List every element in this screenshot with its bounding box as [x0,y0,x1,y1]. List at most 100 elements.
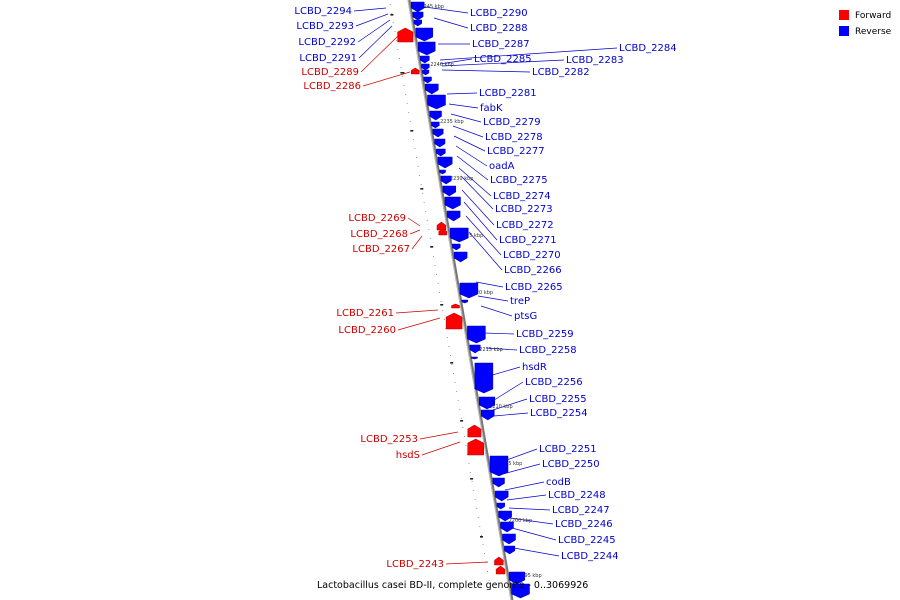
forward-gene-label[interactable]: LCBD_2243 [386,559,444,570]
reverse-gene-arrow[interactable] [427,94,446,110]
reverse-gene-arrow[interactable] [429,110,442,121]
reverse-gene-arrow[interactable] [461,299,469,304]
reverse-gene-label[interactable]: LCBD_2250 [542,459,600,470]
forward-gene-arrow[interactable] [436,221,447,231]
reverse-gene-arrow[interactable] [459,282,479,299]
reverse-gene-label[interactable]: LCBD_2277 [487,146,545,157]
reverse-gene-label[interactable]: LCBD_2255 [529,394,587,405]
reverse-gene-arrow[interactable] [494,490,509,502]
reverse-gene-arrow[interactable] [511,583,530,599]
reverse-gene-arrow[interactable] [435,148,446,157]
forward-gene-arrow[interactable] [467,438,484,456]
reverse-gene-arrow[interactable] [453,251,468,263]
reverse-gene-label[interactable]: LCBD_2246 [555,519,613,530]
reverse-gene-arrow[interactable] [418,41,436,56]
reverse-gene-arrow[interactable] [442,185,457,197]
reverse-gene-label[interactable]: LCBD_2247 [552,505,610,516]
reverse-gene-label[interactable]: treP [510,296,530,307]
reverse-gene-label[interactable]: LCBD_2245 [558,535,616,546]
forward-gene-label[interactable]: hsdS [396,450,420,461]
reverse-gene-arrow[interactable] [439,169,446,175]
reverse-gene-label[interactable]: LCBD_2251 [539,444,597,455]
reverse-gene-arrow[interactable] [415,27,434,42]
reverse-gene-label[interactable]: LCBD_2248 [548,490,606,501]
reverse-gene-label[interactable]: LCBD_2254 [530,408,588,419]
forward-gene-label[interactable]: LCBD_2286 [303,81,361,92]
reverse-gene-arrow[interactable] [489,455,509,477]
reverse-gene-arrow[interactable] [452,243,461,251]
reverse-gene-arrow[interactable] [423,76,432,84]
forward-gene-label[interactable]: LCBD_2269 [348,213,406,224]
forward-gene-arrow[interactable] [451,303,460,309]
reverse-gene-label[interactable]: LCBD_2271 [499,235,557,246]
reverse-gene-arrow[interactable] [434,138,446,148]
forward-gene-arrow[interactable] [467,424,482,438]
reverse-gene-label[interactable]: LCBD_2283 [566,55,624,66]
reverse-gene-arrow[interactable] [474,362,494,394]
reverse-gene-arrow[interactable] [478,396,496,410]
reverse-gene-arrow[interactable] [467,325,486,344]
reverse-gene-arrow[interactable] [500,521,514,533]
forward-gene-label[interactable]: LCBD_2291 [299,53,357,64]
reverse-gene-arrow[interactable] [410,1,425,13]
reverse-gene-label[interactable]: LCBD_2265 [505,282,563,293]
reverse-gene-label[interactable]: LCBD_2275 [490,175,548,186]
reverse-gene-label[interactable]: LCBD_2285 [474,54,532,65]
reverse-gene-label[interactable]: LCBD_2290 [470,8,528,19]
reverse-gene-arrow[interactable] [481,409,495,421]
reverse-gene-label[interactable]: LCBD_2281 [479,88,537,99]
reverse-gene-label[interactable]: LCBD_2273 [495,204,553,215]
reverse-gene-arrow[interactable] [432,128,444,138]
forward-gene-arrow[interactable] [445,312,463,330]
forward-gene-arrow[interactable] [410,67,420,75]
forward-gene-label[interactable]: LCBD_2261 [336,308,394,319]
reverse-gene-label[interactable]: LCBD_2266 [504,265,562,276]
reverse-gene-arrow[interactable] [469,344,481,354]
reverse-gene-arrow[interactable] [496,502,505,510]
reverse-gene-arrow[interactable] [425,83,439,95]
forward-gene-arrow[interactable] [495,565,506,575]
reverse-gene-label[interactable]: hsdR [522,362,547,373]
reverse-gene-label[interactable]: LCBD_2256 [525,377,583,388]
reverse-gene-arrow[interactable] [440,175,452,185]
reverse-gene-arrow[interactable] [508,571,526,585]
reverse-gene-arrow[interactable] [413,19,422,27]
reverse-gene-label[interactable]: LCBD_2274 [493,191,551,202]
reverse-gene-arrow[interactable] [498,510,512,522]
reverse-gene-arrow[interactable] [502,533,516,545]
reverse-gene-arrow[interactable] [437,156,453,169]
forward-gene-label[interactable]: LCBD_2292 [298,37,356,48]
forward-gene-label[interactable]: LCBD_2293 [296,21,354,32]
reverse-gene-label[interactable]: fabK [480,103,503,114]
reverse-gene-label[interactable]: LCBD_2287 [472,39,530,50]
reverse-gene-arrow[interactable] [412,11,424,21]
reverse-gene-label[interactable]: LCBD_2288 [470,23,528,34]
forward-gene-label[interactable]: LCBD_2294 [294,6,352,17]
forward-gene-label[interactable]: LCBD_2267 [352,244,410,255]
reverse-gene-label[interactable]: oadA [489,161,515,172]
reverse-gene-arrow[interactable] [492,477,505,488]
reverse-gene-arrow[interactable] [431,121,440,129]
reverse-gene-arrow[interactable] [444,196,461,210]
reverse-gene-arrow[interactable] [421,63,430,71]
reverse-gene-label[interactable]: LCBD_2270 [503,250,561,261]
reverse-gene-label[interactable]: LCBD_2258 [519,345,577,356]
reverse-gene-label[interactable]: LCBD_2284 [619,43,677,54]
forward-gene-arrow[interactable] [397,27,414,43]
reverse-gene-arrow[interactable] [419,55,430,64]
reverse-gene-label[interactable]: codB [546,477,571,488]
reverse-gene-arrow[interactable] [504,545,516,555]
reverse-gene-label[interactable]: LCBD_2244 [561,551,619,562]
reverse-gene-label[interactable]: LCBD_2282 [532,67,590,78]
forward-gene-label[interactable]: LCBD_2253 [360,434,418,445]
reverse-gene-label[interactable]: LCBD_2259 [516,329,574,340]
forward-gene-arrow[interactable] [438,228,448,236]
reverse-gene-label[interactable]: LCBD_2279 [483,117,541,128]
forward-gene-label[interactable]: LCBD_2260 [338,325,396,336]
reverse-gene-arrow[interactable] [450,227,469,243]
forward-gene-label[interactable]: LCBD_2268 [350,229,408,240]
forward-gene-label[interactable]: LCBD_2289 [301,67,359,78]
reverse-gene-label[interactable]: LCBD_2272 [496,220,554,231]
reverse-gene-label[interactable]: ptsG [514,311,537,322]
